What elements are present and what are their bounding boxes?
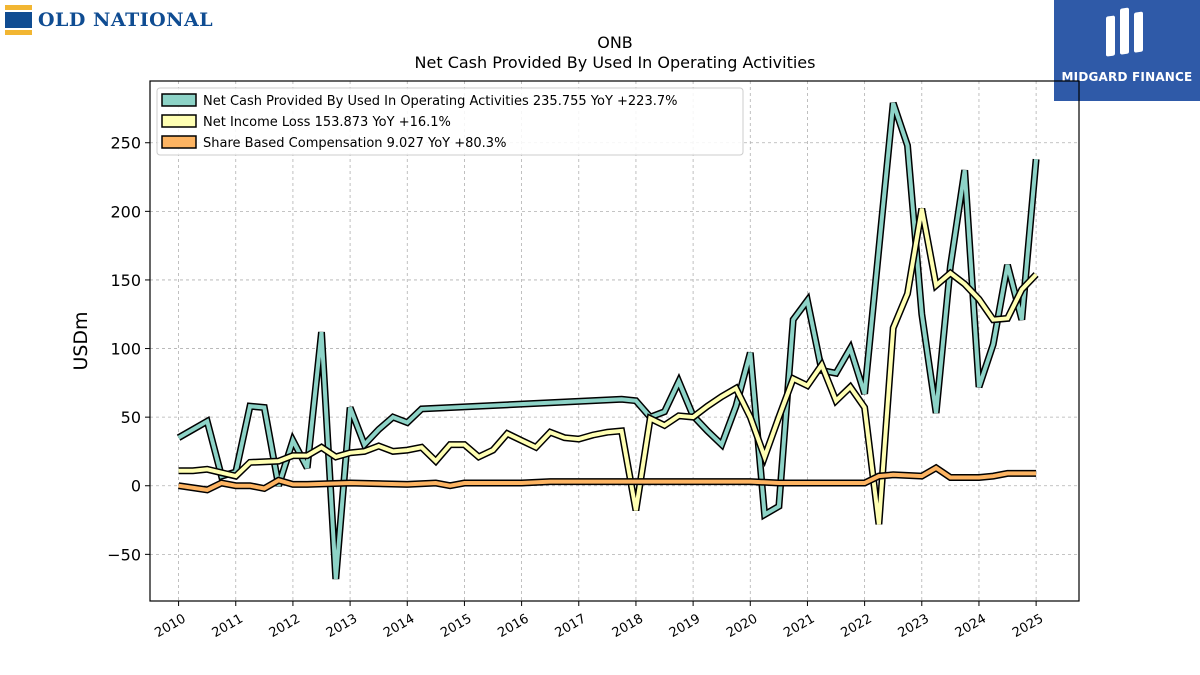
y-axis-ticks: −50 0 50 100 150 200 250: [107, 134, 150, 564]
y-tick-label: 0: [131, 477, 141, 496]
midgard-finance-wordmark: MIDGARD FINANCE: [1061, 70, 1193, 84]
midgard-mark-icon: [1106, 7, 1143, 57]
y-tick-label: −50: [107, 545, 141, 564]
series-line-2: [178, 465, 1037, 492]
x-tick-label: 2013: [324, 611, 360, 641]
old-national-logo: OLD NATIONAL: [5, 4, 213, 36]
y-tick-label: 200: [110, 202, 141, 221]
x-tick-label: 2012: [267, 611, 303, 641]
legend-swatch: [161, 135, 197, 149]
legend-label: Net Income Loss 153.873 YoY +16.1%: [203, 115, 451, 130]
y-tick-label: 100: [110, 340, 141, 359]
x-tick-label: 2019: [667, 611, 703, 641]
x-tick-label: 2017: [553, 611, 589, 641]
y-tick-label: 250: [110, 134, 141, 153]
y-axis-label: USDm: [70, 311, 92, 370]
legend-box: [156, 87, 744, 156]
series-line-1: [178, 208, 1038, 525]
x-tick-label: 2010: [152, 611, 188, 641]
series-line-outline-2: [178, 463, 1037, 494]
x-tick-label: 2023: [896, 611, 932, 641]
legend-label: Net Cash Provided By Used In Operating A…: [203, 94, 677, 109]
x-tick-label: 2022: [838, 611, 874, 641]
x-tick-label: 2015: [438, 611, 474, 641]
chart-subtitle: Net Cash Provided By Used In Operating A…: [415, 53, 816, 72]
x-tick-label: 2014: [381, 611, 417, 641]
x-tick-label: 2011: [210, 611, 246, 641]
x-tick-label: 2020: [724, 611, 760, 641]
plot-frame: [149, 80, 1080, 602]
chart-title: ONB: [597, 33, 633, 52]
legend-swatch: [161, 114, 197, 128]
x-axis-ticks: 2010 2011 2012 2013 2014 2015 2016 2017 2018 2019…: [152, 601, 1046, 641]
x-tick-label: 2018: [610, 611, 646, 641]
x-tick-label: 2021: [781, 611, 817, 641]
legend: Net Cash Provided By Used In Operating A…: [156, 87, 744, 156]
y-tick-label: 150: [110, 271, 141, 290]
x-tick-label: 2025: [1010, 611, 1046, 641]
old-national-mark-icon: [5, 5, 32, 35]
legend-label: Share Based Compensation 9.027 YoY +80.3…: [203, 136, 506, 151]
x-tick-label: 2024: [953, 611, 989, 641]
x-tick-label: 2016: [495, 611, 531, 641]
series-line-outline-0: [176, 101, 1040, 580]
series-lines: [176, 101, 1040, 580]
legend-swatch: [161, 93, 197, 107]
midgard-finance-logo: MIDGARD FINANCE: [1054, 0, 1200, 101]
old-national-wordmark: OLD NATIONAL: [38, 9, 214, 31]
y-tick-label: 50: [121, 408, 141, 427]
